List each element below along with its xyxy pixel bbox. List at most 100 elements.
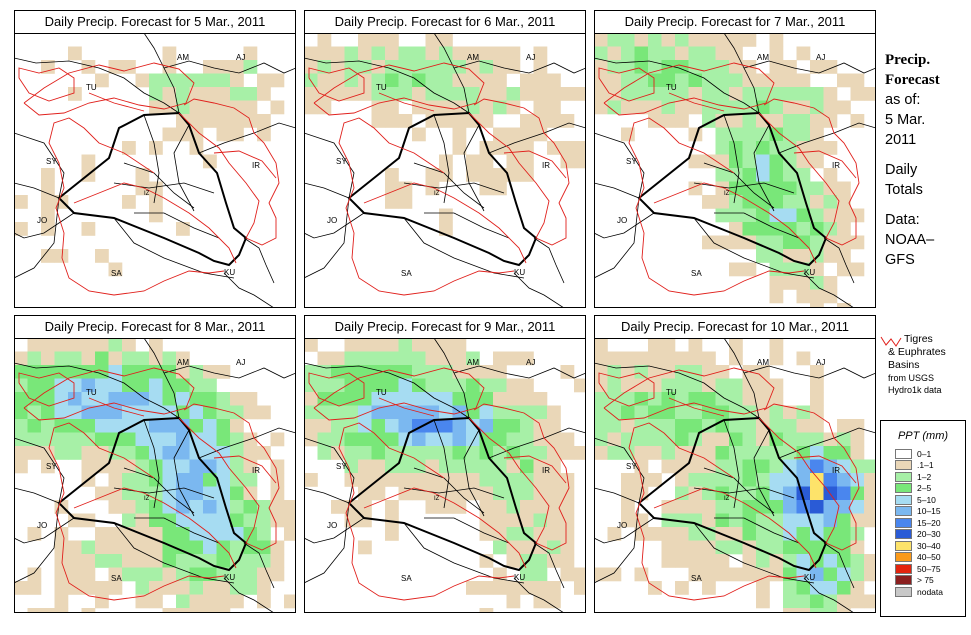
precip-cell (783, 459, 797, 474)
precip-cell (837, 446, 851, 460)
precip-cell (385, 351, 399, 366)
basin-boundary (598, 67, 655, 102)
precip-cell (81, 567, 96, 582)
precip-cell (425, 87, 440, 101)
precip-cell (230, 459, 244, 474)
precip-cell (850, 540, 865, 555)
precip-cell (243, 581, 258, 595)
precip-cell (135, 168, 150, 182)
admin-boundary (594, 487, 640, 504)
precip-cell (688, 60, 703, 74)
precip-cell (675, 554, 689, 568)
precip-cell (189, 405, 204, 420)
precip-cell (506, 100, 521, 115)
admin-boundary (304, 57, 470, 114)
precip-cell (506, 419, 521, 433)
precip-cell (344, 73, 359, 88)
precip-cell (560, 154, 575, 169)
precip-cell (688, 351, 703, 366)
precip-cell (135, 500, 150, 514)
precip-cell (135, 392, 150, 406)
legend-label: 40–50 (917, 552, 941, 563)
precip-cell (176, 351, 190, 366)
precip-cell (560, 365, 575, 379)
precip-cell (661, 351, 676, 366)
precip-cell (149, 73, 163, 88)
precip-cell (216, 73, 231, 88)
precip-cell (284, 500, 296, 514)
precip-cell (533, 581, 548, 595)
precip-cell (385, 338, 399, 352)
precip-cell (837, 527, 851, 541)
precip-cell (27, 608, 42, 613)
admin-boundary (304, 197, 350, 279)
precip-cell (574, 567, 586, 582)
precip-cell (230, 73, 244, 88)
info-totals-1: Daily (885, 162, 918, 178)
precip-cell (439, 73, 453, 88)
precip-cell (796, 581, 811, 595)
precip-cell (284, 527, 296, 541)
precip-cell (729, 33, 743, 47)
precip-cell (533, 46, 548, 61)
precip-cell (634, 378, 649, 393)
precip-cell (135, 473, 150, 487)
precip-map-svg: AM AJ TU SY IR JO SA KU IZ (14, 33, 296, 308)
precip-cell (304, 419, 318, 433)
precip-cell (81, 419, 96, 433)
legend-swatch (895, 552, 912, 563)
precip-cell (493, 168, 507, 182)
country-label-aj: AJ (816, 53, 825, 62)
precip-cell (823, 473, 838, 487)
precip-cell (189, 567, 204, 582)
admin-boundary (304, 212, 365, 239)
precip-cell (398, 405, 413, 420)
admin-boundary (463, 124, 485, 212)
precip-cell (135, 432, 150, 447)
precip-cell (230, 87, 244, 101)
precip-cell (823, 513, 838, 528)
precip-cell (796, 127, 811, 142)
ppt-legend: PPT (mm) 0–1.1–1 1–2 2–5 5–10 10–15 15–20 20–3… (880, 420, 966, 617)
precip-cell (68, 87, 82, 101)
precip-cell (661, 100, 676, 115)
precip-cell (257, 540, 271, 555)
precip-cell (81, 365, 96, 379)
precip-cell (108, 473, 123, 487)
precip-cell (257, 581, 271, 595)
precip-cell (176, 554, 190, 568)
precip-cell (621, 100, 635, 115)
admin-boundary (304, 517, 365, 544)
precip-cell (756, 513, 770, 528)
precip-cell (702, 473, 716, 487)
precip-cell (520, 405, 534, 420)
precip-cell (95, 594, 109, 609)
iraq-border (637, 111, 828, 267)
precip-cell (230, 392, 244, 406)
precip-cell (547, 419, 561, 433)
precip-cell (371, 100, 386, 115)
precip-cell (506, 60, 521, 74)
admin-boundary (304, 182, 350, 199)
basin-line-1: Tigres (904, 333, 933, 345)
precip-cell (425, 73, 440, 88)
precip-cell (756, 73, 770, 88)
precip-cell (122, 195, 136, 209)
precip-cell (810, 127, 824, 142)
precip-cell (702, 235, 716, 250)
admin-boundary (594, 362, 760, 419)
precip-cell (756, 195, 770, 209)
precip-cell (520, 486, 534, 501)
precip-cell (742, 554, 757, 568)
precip-cell (95, 581, 109, 595)
precip-cell (108, 351, 123, 366)
precip-cell (317, 100, 332, 115)
precip-cell (358, 405, 372, 420)
precip-cell (729, 141, 743, 155)
precip-cell (27, 527, 42, 541)
precip-cell (68, 554, 82, 568)
precip-cell (466, 351, 480, 366)
precip-cell (270, 459, 285, 474)
precip-cell (661, 419, 676, 433)
precip-cell (837, 235, 851, 250)
